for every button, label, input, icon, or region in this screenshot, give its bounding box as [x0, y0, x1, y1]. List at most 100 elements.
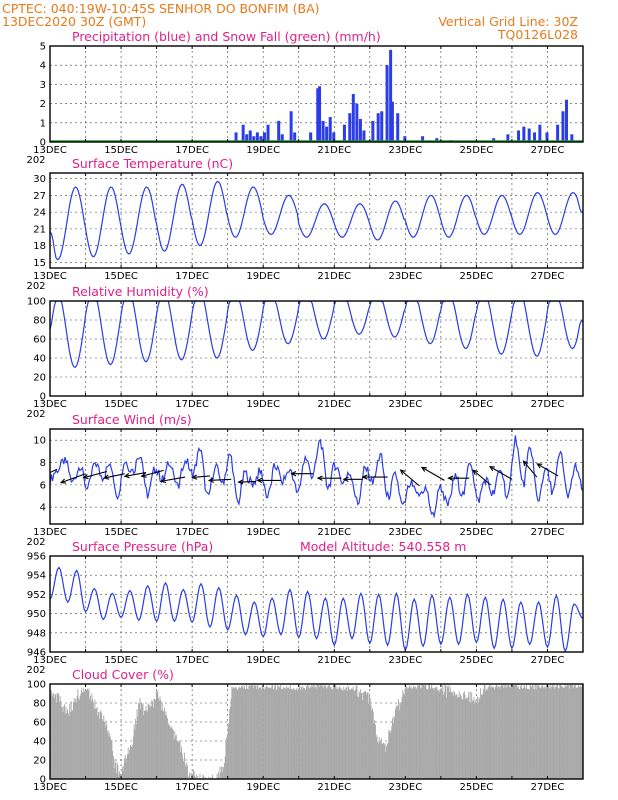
- panel-frame: [49, 683, 584, 780]
- y-tick-label: 27: [33, 191, 46, 202]
- cloud-bar: [152, 701, 154, 779]
- cloud-bar: [430, 687, 432, 779]
- cloud-bar: [118, 771, 120, 779]
- y-tick-label: 10: [33, 436, 46, 447]
- cloud-bar: [429, 688, 431, 779]
- cloud-bar: [165, 711, 167, 779]
- cloud-bar: [439, 689, 441, 779]
- cloud-bar: [309, 685, 311, 779]
- cloud-bar: [292, 688, 294, 779]
- cloud-bar: [427, 689, 429, 779]
- cloud-bar: [520, 686, 522, 779]
- cloud-bar: [263, 689, 265, 779]
- cloud-bar: [368, 703, 370, 779]
- series-temp: [50, 180, 583, 261]
- cloud-bar: [508, 685, 510, 779]
- cloud-bar: [326, 687, 328, 779]
- cloud-bar: [457, 697, 459, 779]
- cloud-bar: [554, 686, 556, 779]
- x-tick-label: 25DEC: [460, 527, 494, 538]
- cloud-bar: [104, 722, 105, 779]
- cloud-bar: [451, 691, 453, 779]
- x-tick-label: 19DEC: [246, 782, 280, 793]
- cloud-bar: [423, 685, 425, 779]
- cloud-bar: [533, 685, 535, 779]
- cloud-bar: [87, 690, 89, 779]
- cloud-bar: [254, 684, 256, 779]
- panel-frame: [49, 45, 584, 143]
- precip-bar: [492, 138, 496, 142]
- cloud-bar: [563, 687, 564, 779]
- cloud-bar: [375, 734, 377, 779]
- cloud-bar: [540, 688, 542, 779]
- cloud-bar: [171, 727, 173, 779]
- x-tick-label: 25DEC: [460, 271, 494, 282]
- cloud-bar: [451, 692, 453, 779]
- precip-bar: [309, 132, 313, 142]
- precip-bar: [385, 65, 389, 142]
- cloud-bar: [320, 685, 322, 779]
- cloud-bar: [106, 724, 108, 779]
- cloud-bar: [242, 685, 244, 779]
- cloud-bar: [560, 684, 561, 779]
- cloud-bar: [568, 685, 570, 779]
- cloud-bar: [515, 684, 517, 779]
- cloud-bar: [446, 685, 448, 779]
- cloud-bar: [186, 765, 188, 779]
- cloud-bar: [383, 744, 385, 779]
- cloud-bar: [574, 684, 576, 779]
- panel-title: Surface Temperature (nC): [72, 156, 233, 171]
- cloud-bar: [370, 705, 372, 779]
- x-tick-label: 17DEC: [175, 655, 209, 666]
- cloud-bar: [411, 688, 413, 779]
- cloud-bar: [187, 776, 189, 779]
- cloud-bar: [449, 691, 450, 779]
- cloud-bar: [252, 685, 254, 779]
- cloud-bar: [445, 685, 447, 779]
- panel-title: Surface Wind (m/s): [72, 412, 192, 427]
- precip-bar: [570, 134, 574, 142]
- precip-bar: [293, 132, 297, 142]
- cloud-bar: [145, 705, 147, 779]
- wind-arrow: [238, 480, 257, 483]
- cloud-bar: [436, 687, 438, 779]
- x-tick-label: 17DEC: [175, 527, 209, 538]
- cloud-bar: [315, 688, 317, 779]
- cloud-bar: [461, 698, 463, 779]
- x-tick-label: 21DEC: [317, 271, 351, 282]
- cloud-bar: [462, 699, 464, 779]
- cloud-bar: [183, 752, 185, 779]
- cloud-bar: [512, 684, 514, 779]
- cloud-bar: [296, 688, 298, 779]
- cloud-bar: [115, 762, 117, 779]
- x-tick-label: 21DEC: [317, 399, 351, 410]
- cloud-bar: [431, 688, 433, 779]
- cloud-bar: [551, 686, 553, 779]
- x-year-stub: 202: [26, 155, 45, 166]
- cloud-bar: [218, 772, 219, 779]
- cloud-bar: [426, 689, 428, 779]
- precip-bar: [527, 128, 531, 142]
- cloud-bar: [105, 720, 107, 779]
- cloud-bar: [449, 686, 451, 779]
- cloud-bar: [246, 688, 248, 779]
- cloud-bar: [546, 684, 548, 779]
- cloud-bar: [122, 770, 124, 779]
- cloud-bar: [286, 685, 288, 779]
- cloud-bar: [79, 696, 81, 779]
- cloud-bar: [376, 736, 378, 779]
- wind-arrow-head: [316, 475, 323, 481]
- cloud-bar: [115, 773, 117, 779]
- cloud-bar: [66, 713, 68, 779]
- cloud-bar: [407, 687, 409, 779]
- cloud-bar: [513, 684, 515, 779]
- x-tick-label: 17DEC: [175, 782, 209, 793]
- cloud-bar: [238, 688, 239, 779]
- cloud-bar: [438, 691, 440, 779]
- cloud-bar: [320, 684, 322, 779]
- cloud-bar: [93, 709, 95, 779]
- cloud-bar: [537, 685, 539, 779]
- cloud-bar: [405, 685, 407, 779]
- cloud-bar: [86, 689, 88, 779]
- x-tick-label: 21DEC: [317, 655, 351, 666]
